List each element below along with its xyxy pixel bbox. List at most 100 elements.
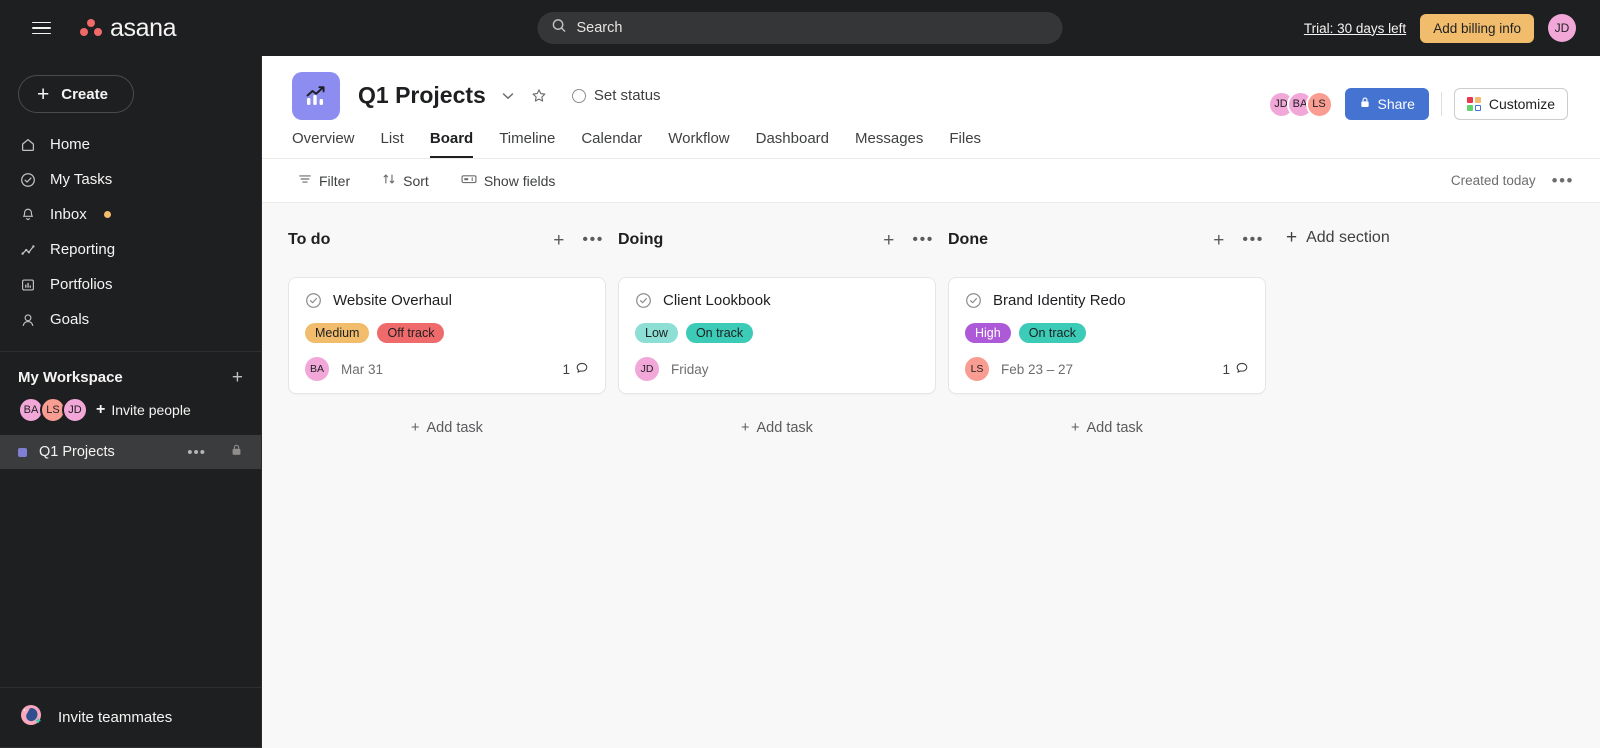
tab-dashboard[interactable]: Dashboard [755, 130, 830, 147]
status-pill[interactable]: Off track [377, 323, 445, 343]
set-status-button[interactable]: Set status [571, 87, 661, 104]
task-card[interactable]: Client Lookbook Low On track JD Friday [618, 277, 936, 394]
task-due-date[interactable]: Feb 23 – 27 [1001, 361, 1074, 377]
sidebar-item-home[interactable]: Home [8, 127, 253, 162]
add-task-to-column-icon[interactable]: + [553, 229, 565, 251]
board-column-to-do: To do + ••• Website Overhaul [288, 225, 618, 442]
task-due-date[interactable]: Mar 31 [341, 361, 384, 377]
column-ellipsis-icon[interactable]: ••• [582, 231, 604, 248]
tab-timeline[interactable]: Timeline [499, 130, 556, 147]
workspace-title[interactable]: My Workspace [18, 369, 123, 386]
create-button[interactable]: + Create [18, 75, 134, 113]
tab-overview[interactable]: Overview [292, 130, 355, 147]
plus-icon: + [1071, 420, 1080, 436]
home-icon [18, 135, 38, 155]
task-title: Brand Identity Redo [993, 292, 1126, 309]
filter-icon [298, 172, 312, 189]
tab-messages[interactable]: Messages [855, 130, 924, 147]
project-header-actions: JD BA LS Share [1267, 72, 1577, 120]
board-view: To do + ••• Website Overhaul [262, 203, 1600, 748]
column-header: Done + ••• [948, 225, 1278, 255]
add-task-to-column-icon[interactable]: + [883, 229, 895, 251]
column-title[interactable]: To do [288, 231, 331, 248]
sidebar-divider [0, 351, 261, 352]
share-button[interactable]: Share [1344, 88, 1429, 120]
show-fields-button[interactable]: Show fields [455, 168, 562, 193]
asana-logo[interactable]: asana [80, 14, 177, 43]
member-avatar[interactable]: JD [62, 397, 88, 423]
account-avatar[interactable]: JD [1548, 14, 1576, 42]
chevron-down-icon[interactable] [500, 88, 516, 104]
column-ellipsis-icon[interactable]: ••• [1242, 231, 1264, 248]
sidebar: + Create Home My Tasks [0, 56, 262, 748]
task-pills: High On track [965, 323, 1249, 343]
task-assignee-avatar[interactable]: LS [965, 357, 989, 381]
workspace-add-icon[interactable]: + [231, 367, 243, 388]
member-avatar[interactable]: LS [1305, 90, 1333, 118]
complete-task-icon[interactable] [305, 292, 322, 309]
search-bar[interactable] [537, 12, 1063, 44]
sidebar-project-q1-projects[interactable]: Q1 Projects ••• [0, 435, 261, 469]
column-title[interactable]: Done [948, 231, 988, 248]
invite-teammates-button[interactable]: Invite teammates [0, 687, 261, 748]
add-section-label: Add section [1306, 228, 1390, 246]
priority-pill[interactable]: High [965, 323, 1011, 343]
sidebar-item-label: Portfolios [50, 276, 113, 293]
invite-people-button[interactable]: + Invite people [96, 402, 191, 419]
priority-pill[interactable]: Medium [305, 323, 370, 343]
add-task-button[interactable]: + Add task [618, 414, 936, 442]
complete-task-icon[interactable] [965, 292, 982, 309]
task-comment-count[interactable]: 1 [562, 361, 589, 378]
tab-board[interactable]: Board [429, 130, 474, 158]
tab-calendar[interactable]: Calendar [581, 130, 643, 147]
plus-icon: + [1286, 227, 1298, 248]
task-footer: LS Feb 23 – 27 1 [965, 357, 1249, 381]
task-due-date[interactable]: Friday [671, 361, 709, 377]
tab-list[interactable]: List [380, 130, 404, 147]
app-body: + Create Home My Tasks [0, 56, 1600, 748]
project-icon [292, 72, 340, 120]
tab-workflow[interactable]: Workflow [668, 130, 730, 147]
star-icon[interactable] [530, 87, 548, 105]
check-circle-icon [18, 170, 38, 190]
tab-files[interactable]: Files [949, 130, 982, 147]
task-card[interactable]: Brand Identity Redo High On track LS Feb… [948, 277, 1266, 394]
priority-pill[interactable]: Low [635, 323, 678, 343]
page-title[interactable]: Q1 Projects [358, 82, 486, 108]
customize-button[interactable]: Customize [1453, 88, 1568, 120]
task-card[interactable]: Website Overhaul Medium Off track BA Mar… [288, 277, 606, 394]
project-ellipsis-icon[interactable]: ••• [187, 443, 206, 461]
project-tabs: Overview List Board Timeline Calendar Wo… [262, 120, 1600, 159]
search-input[interactable] [576, 20, 1049, 36]
filter-button[interactable]: Filter [292, 168, 356, 193]
board-columns: To do + ••• Website Overhaul [262, 225, 1600, 442]
plus-icon: + [411, 420, 420, 436]
complete-task-icon[interactable] [635, 292, 652, 309]
top-bar: asana Trial: 30 days left Add billing in… [0, 0, 1600, 56]
task-comment-count[interactable]: 1 [1222, 361, 1249, 378]
column-title[interactable]: Doing [618, 231, 664, 248]
column-header: Doing + ••• [618, 225, 948, 255]
trial-status-link[interactable]: Trial: 30 days left [1303, 20, 1407, 36]
inbox-unread-badge [103, 211, 111, 218]
sidebar-item-reporting[interactable]: Reporting [8, 232, 253, 267]
task-assignee-avatar[interactable]: JD [635, 357, 659, 381]
column-ellipsis-icon[interactable]: ••• [912, 231, 934, 248]
status-pill[interactable]: On track [1018, 323, 1086, 343]
top-bar-right: Trial: 30 days left Add billing info JD [1303, 13, 1584, 43]
add-billing-info-button[interactable]: Add billing info [1420, 13, 1534, 43]
sort-button[interactable]: Sort [376, 168, 435, 193]
hamburger-menu-icon[interactable] [24, 11, 58, 45]
task-assignee-avatar[interactable]: BA [305, 357, 329, 381]
sidebar-item-my-tasks[interactable]: My Tasks [8, 162, 253, 197]
sidebar-item-goals[interactable]: Goals [8, 302, 253, 337]
status-pill[interactable]: On track [685, 323, 754, 343]
add-task-to-column-icon[interactable]: + [1213, 229, 1225, 251]
sidebar-item-inbox[interactable]: Inbox [8, 197, 253, 232]
add-task-button[interactable]: + Add task [288, 414, 606, 442]
task-title: Website Overhaul [333, 292, 452, 309]
sidebar-item-portfolios[interactable]: Portfolios [8, 267, 253, 302]
add-section-button[interactable]: + Add section [1286, 225, 1390, 247]
board-options-ellipsis-icon[interactable]: ••• [1551, 171, 1574, 190]
add-task-button[interactable]: + Add task [948, 414, 1266, 442]
